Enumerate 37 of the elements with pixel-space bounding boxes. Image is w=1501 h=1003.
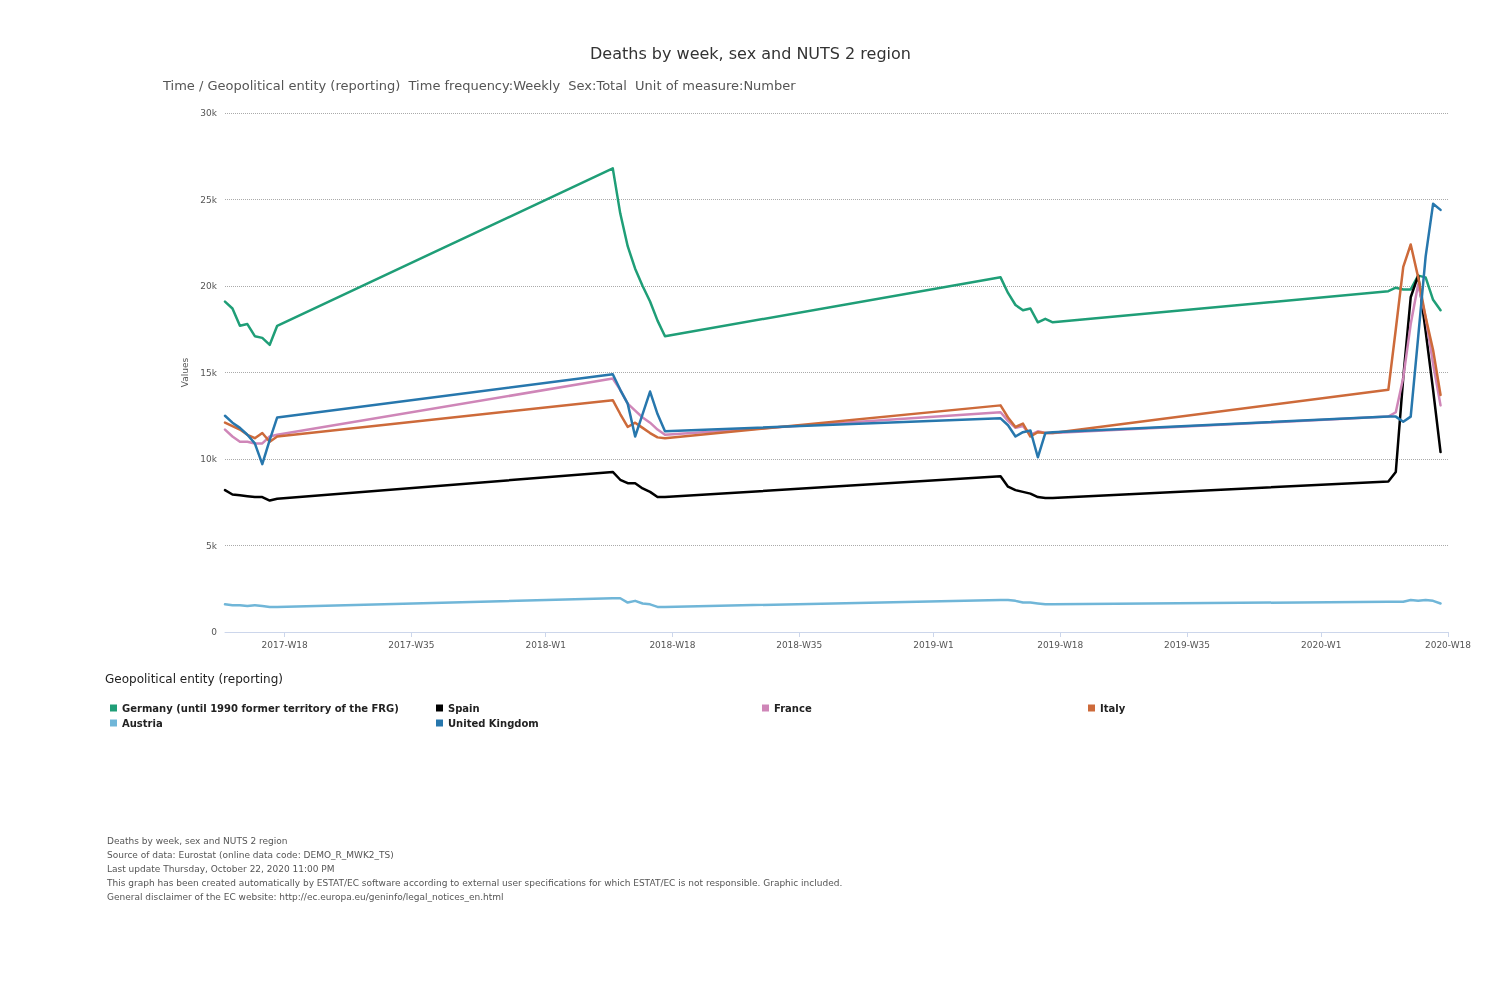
source-note: Source of data: Eurostat (online data code: DEMO_R_MWK2_TS): [107, 849, 394, 860]
y-tick-label: 25k: [200, 194, 218, 205]
y-tick-label: 20k: [200, 281, 218, 291]
y-tick-label: 15k: [200, 367, 218, 378]
line-series: [223, 243, 1442, 443]
x-tick-label: 2018-W1: [525, 639, 566, 650]
chart-title: Deaths by week, sex and NUTS 2 region: [590, 43, 911, 63]
y-axis-title: Values: [179, 357, 190, 388]
x-tick-label: 2019-W18: [1037, 639, 1084, 650]
x-tick-label: 2020-W1: [1301, 639, 1342, 650]
legend-title: Geopolitical entity (reporting): [105, 672, 284, 686]
x-tick-label: 2019-W1: [913, 639, 954, 650]
text: This graph has been created automatically by ESTAT/EC software according to external user specifications for which ESTAT/EC is not responsible. Graphic included.: [106, 877, 843, 888]
legend-label: France: [774, 702, 812, 714]
y-tick-label: 10k: [200, 454, 218, 464]
y-tick-label: 30k: [200, 108, 218, 118]
line-series: [223, 597, 1442, 609]
legend-label: Italy: [1100, 702, 1126, 714]
x-tick-label: 2018-W35: [776, 639, 823, 650]
chart-subtitle: Time / Geopolitical entity (reporting) Time frequency:Weekly Sex:Total Unit of measure:Number: [162, 78, 797, 93]
line-series: [223, 202, 1442, 466]
y-tick-label: 5k: [206, 540, 218, 551]
x-tick-label: 2019-W35: [1163, 639, 1211, 650]
text: Last update Thursday, October 22, 2020 11:00 PM: [107, 863, 335, 874]
text: Deaths by week, sex and NUTS 2 region: [107, 835, 288, 846]
legend-label: Spain: [448, 702, 480, 714]
x-tick-label: 2020-W18: [1424, 639, 1472, 650]
line-series: [223, 274, 1442, 502]
x-tick-label: 2017-W35: [388, 639, 435, 650]
y-tick-label: 0: [211, 627, 218, 637]
text: General disclaimer of the EC website: http://ec.europa.eu/geninfo/legal_notices_en.html: [107, 891, 504, 902]
legend-label: United Kingdom: [448, 717, 539, 729]
x-tick-label: 2018-W18: [649, 639, 696, 650]
line-series: [223, 167, 1442, 347]
legend-label: Austria: [122, 717, 163, 729]
x-tick-label: 2017-W18: [261, 639, 308, 650]
legend-label: Germany (until 1990 former territory of the FRG): [122, 702, 399, 714]
